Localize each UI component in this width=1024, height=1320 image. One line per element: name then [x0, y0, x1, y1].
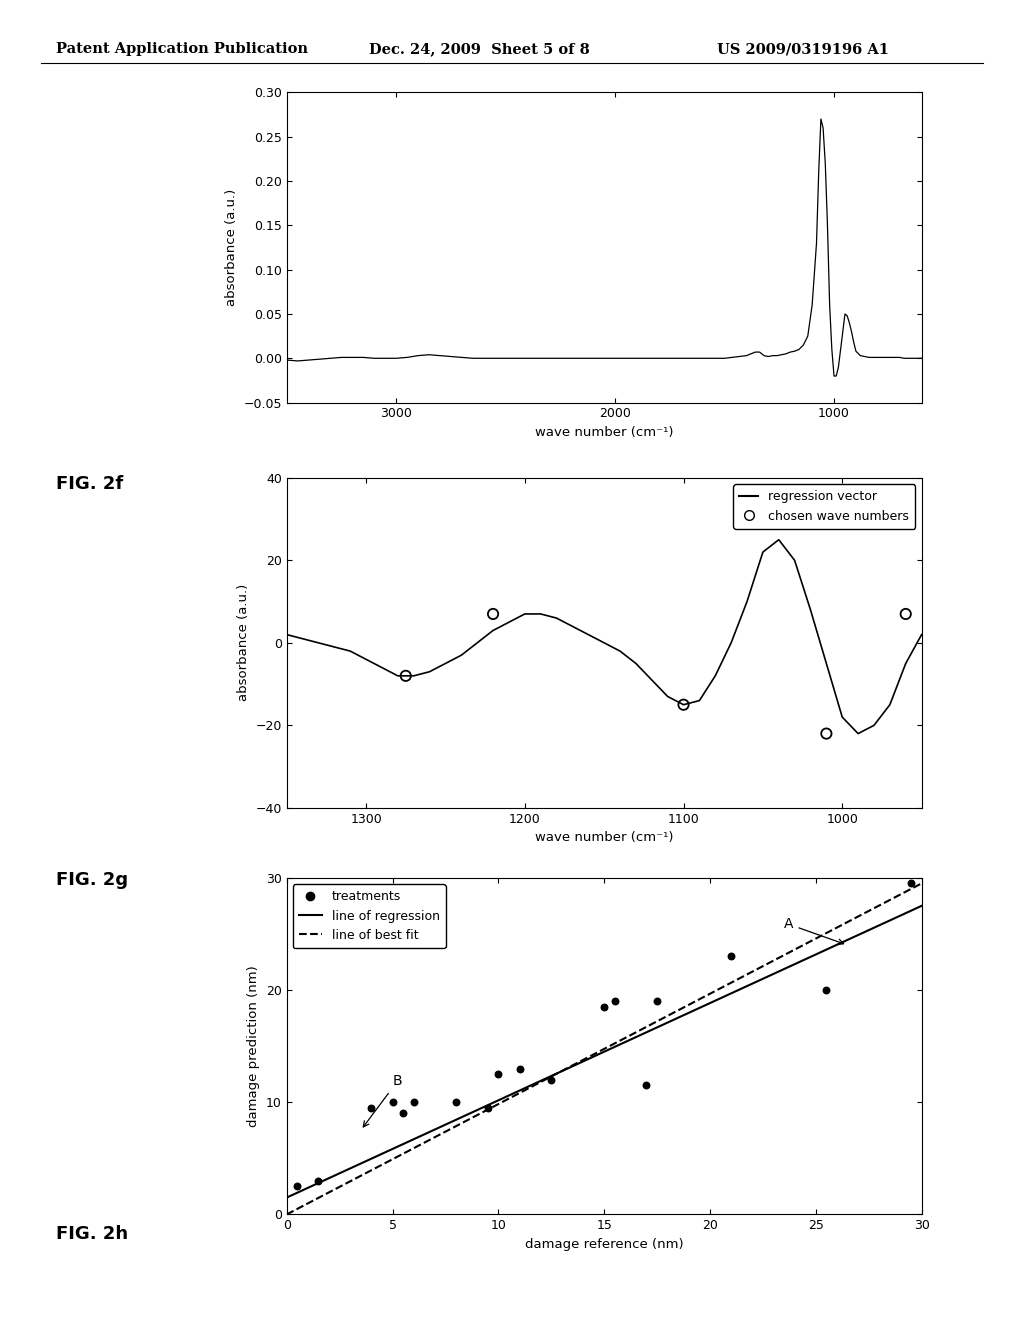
- Y-axis label: absorbance (a.u.): absorbance (a.u.): [237, 585, 250, 701]
- Point: [395, 1104, 412, 1125]
- Text: Patent Application Publication: Patent Application Publication: [56, 42, 308, 57]
- Point: [511, 1059, 527, 1080]
- Y-axis label: damage prediction (nm): damage prediction (nm): [248, 965, 260, 1127]
- Point: [675, 694, 691, 715]
- Point: [723, 945, 739, 966]
- Point: [818, 723, 835, 744]
- Text: A: A: [784, 917, 844, 945]
- Point: [649, 990, 666, 1011]
- Point: [596, 997, 612, 1018]
- Point: [818, 979, 835, 1001]
- X-axis label: wave number (cm⁻¹): wave number (cm⁻¹): [535, 832, 674, 845]
- Point: [479, 1097, 496, 1118]
- Point: [543, 1069, 559, 1090]
- Point: [447, 1092, 464, 1113]
- Point: [364, 1097, 380, 1118]
- Point: [406, 1092, 422, 1113]
- Point: [310, 1170, 327, 1191]
- X-axis label: damage reference (nm): damage reference (nm): [525, 1238, 683, 1251]
- Text: FIG. 2g: FIG. 2g: [56, 871, 128, 890]
- Point: [384, 1092, 400, 1113]
- Legend: regression vector, chosen wave numbers: regression vector, chosen wave numbers: [733, 484, 915, 529]
- Point: [897, 603, 913, 624]
- Point: [903, 873, 920, 894]
- Point: [397, 665, 414, 686]
- Text: Dec. 24, 2009  Sheet 5 of 8: Dec. 24, 2009 Sheet 5 of 8: [369, 42, 590, 57]
- Text: FIG. 2h: FIG. 2h: [56, 1225, 128, 1243]
- Point: [289, 1176, 305, 1197]
- Legend: treatments, line of regression, line of best fit: treatments, line of regression, line of …: [293, 884, 446, 948]
- Point: [606, 990, 623, 1011]
- Text: FIG. 2f: FIG. 2f: [56, 475, 124, 494]
- X-axis label: wave number (cm⁻¹): wave number (cm⁻¹): [535, 426, 674, 440]
- Point: [484, 603, 501, 624]
- Point: [490, 1064, 507, 1085]
- Text: B: B: [364, 1074, 402, 1127]
- Point: [638, 1074, 654, 1096]
- Text: US 2009/0319196 A1: US 2009/0319196 A1: [717, 42, 889, 57]
- Y-axis label: absorbance (a.u.): absorbance (a.u.): [225, 189, 238, 306]
